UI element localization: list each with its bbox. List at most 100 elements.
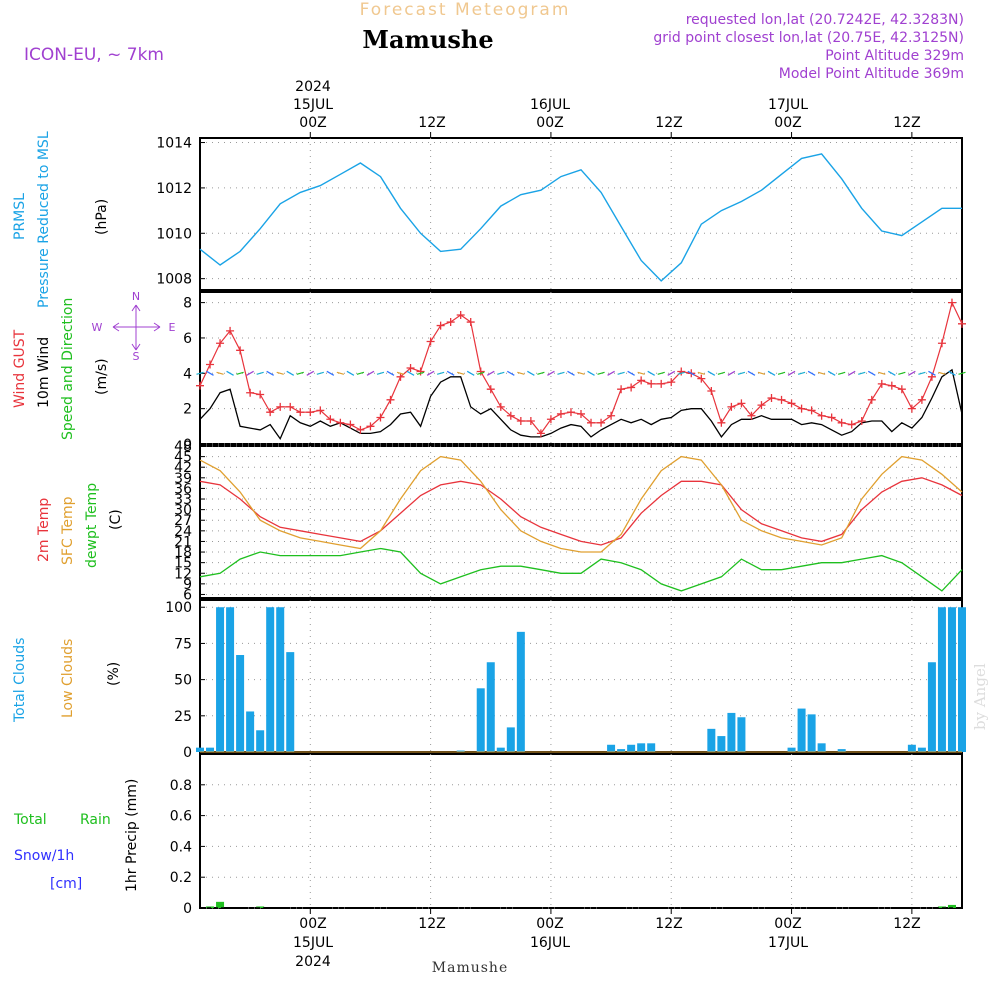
ytick-label: 2 [183,402,192,418]
grid-point-coords: grid point closest lon,lat (20.75E, 42.3… [653,30,964,46]
wind-label-10m: 10m Wind [36,337,52,408]
compass-rose: N W E S [92,290,176,363]
cloud-bar [837,749,846,752]
model-altitude: Model Point Altitude 369m [779,66,964,82]
bottom-time-axis: 00Z 15JUL 2024 12Z 00Z 16JUL 12Z 00Z 17J… [293,916,921,976]
wind-direction-arrow [436,371,445,375]
ytick-label: 0 [183,901,192,917]
cloud-bar [727,712,736,752]
top-time-axis: 2024 15JUL 00Z 12Z 16JUL 00Z 12Z 17JUL 0… [293,79,921,131]
cloud-bar [927,662,936,752]
wind-direction-arrow [346,370,355,376]
wind-direction-arrow [737,371,746,375]
wind-direction-arrow [717,371,726,375]
gust-marker [817,411,826,420]
wind-direction-arrow [687,370,696,376]
gust-marker [827,413,836,422]
gust-marker [707,386,716,395]
clouds-panel-labels: Total Clouds Low Clouds (%) [12,638,122,723]
top-tick-00z-15: 00Z [299,115,326,131]
wind-direction-arrow [356,371,365,375]
gust-marker [416,367,425,376]
gust-marker [617,385,626,394]
gust-marker [216,339,225,348]
gust-marker [566,408,575,417]
wind-direction-arrow [657,371,665,375]
ytick-label: 6 [183,331,192,347]
panel-frame-4 [199,753,963,909]
precip-label-rain: Rain [80,812,111,828]
precip-panel-labels: Total Rain Snow/1h [cm] 1hr Precip (mm) [13,779,140,892]
wind-direction-arrow [777,371,786,375]
bottom-tick-00z-15: 00Z [299,916,326,932]
wind-direction-arrow [547,370,555,376]
cloud-bar [627,744,636,752]
wind-direction-arrow [276,371,284,375]
wind-direction-arrow [266,370,274,376]
top-year: 2024 [295,79,331,95]
wind-direction-arrow [617,371,625,375]
precip-label-snow: Snow/1h [14,848,74,864]
wind-direction-arrow [396,371,405,375]
gust-marker [236,346,245,355]
pressure-panel-labels: PRMSL Pressure Reduced to MSL (hPa) [12,131,110,308]
cloud-bar [516,631,525,752]
wind-direction-arrow [677,371,685,375]
wind-direction-arrow [477,371,485,375]
compass-s: S [133,350,140,363]
wind-speed-line [199,368,963,441]
gust-marker [536,429,545,438]
location-title: Mamushe [362,25,493,54]
temp-unit: (C) [108,509,124,530]
cloud-bar [947,607,956,752]
panel-1-plot: 0 2 4 6 8 [183,292,966,453]
ytick-label: 0.6 [170,809,192,825]
precip-bar [937,906,946,908]
watermark: by Angel [971,663,989,730]
ytick-label: 6 [183,587,192,603]
pressure-unit: (hPa) [94,199,110,235]
precip-unit: 1hr Precip (mm) [124,779,140,892]
gust-marker [466,318,475,327]
bottom-year: 2024 [295,954,331,970]
ytick-label: 1008 [156,272,192,288]
gust-marker [907,404,916,413]
gust-marker [226,326,235,335]
ytick-label: 48 [174,439,192,455]
wind-direction-arrow [246,370,254,376]
ytick-label: 0 [183,745,192,761]
top-tick-00z-16: 00Z [536,115,563,131]
ytick-label: 21 [174,534,192,550]
wind-direction-arrow [827,370,836,376]
wind-direction-arrow [647,370,655,376]
gust-marker [847,420,856,429]
ytick-label: 50 [174,673,192,689]
wind-direction-arrow [888,370,896,376]
gust-marker [887,381,896,390]
wind-direction-arrow [637,371,645,375]
wind-direction-arrow [727,370,736,376]
wind-panel-labels: Wind GUST 10m Wind Speed and Direction (… [12,290,176,440]
wind-direction-arrow [386,370,395,376]
bottom-tick-00z-17: 00Z [774,916,801,932]
wind-direction-arrow [667,370,676,376]
wind-direction-arrow [446,370,455,376]
gust-marker [807,406,816,415]
panel-4-plot: 0 0.2 0.4 0.6 0.8 [170,754,962,917]
bottom-day-17jul: 17JUL [768,935,808,951]
cloud-bar [206,747,215,752]
top-tick-12z-16: 12Z [655,115,682,131]
compass-e: E [169,321,176,334]
wind-direction-arrow [426,370,435,376]
wind-direction-arrow [757,371,766,375]
panel-frame-0 [199,137,963,291]
gust-marker [667,378,676,387]
wind-direction-arrow [747,370,756,376]
cloud-bar [506,727,515,752]
wind-direction-arrow [898,371,906,375]
wind-direction-arrow [918,371,926,375]
gust-marker [286,402,295,411]
top-tick-12z-15: 12Z [418,115,445,131]
gust-marker [797,404,806,413]
top-day-16jul: 16JUL [530,97,570,113]
